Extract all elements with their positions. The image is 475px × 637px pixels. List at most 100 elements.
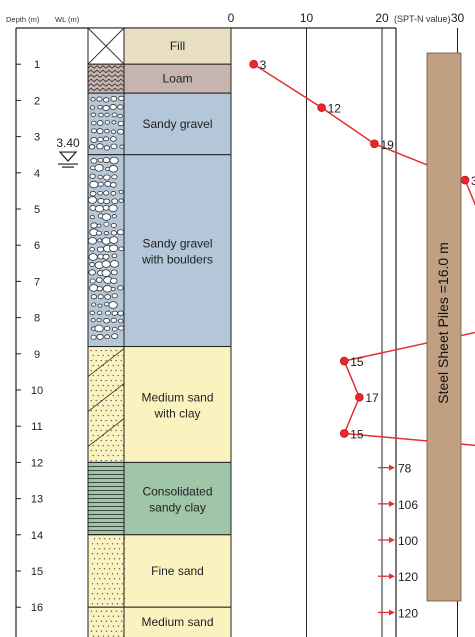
pattern-pebble: [111, 174, 118, 180]
pattern-dot: [121, 593, 124, 595]
pattern-dot: [112, 454, 114, 457]
pattern-pebble: [89, 173, 96, 179]
pattern-dot: [97, 414, 99, 417]
pattern-pebble: [97, 174, 103, 180]
pattern-dot: [102, 625, 105, 627]
pattern-pebble: [91, 302, 97, 307]
pattern-pebble: [103, 317, 110, 324]
pattern-pebble: [110, 129, 117, 134]
depth-tick-label: 10: [31, 385, 43, 397]
pattern-pebble: [103, 174, 111, 181]
pattern-dot: [97, 394, 99, 397]
pattern-dot: [95, 409, 97, 412]
pattern-dot: [102, 394, 104, 397]
spt-point: [460, 175, 470, 185]
pattern-dot: [98, 568, 101, 570]
pattern-dot: [92, 625, 95, 627]
pattern-dot: [116, 543, 119, 545]
pattern-dot: [121, 573, 124, 575]
pattern-dot: [96, 583, 99, 585]
pattern-pebble: [105, 310, 111, 316]
pattern-dot: [97, 374, 99, 377]
pattern-pebble: [109, 260, 120, 268]
pattern-pebble: [110, 136, 117, 142]
over-range-arrow-icon: [389, 500, 395, 507]
pattern-dot: [97, 354, 99, 357]
pattern-dot: [90, 610, 93, 612]
pattern-dot: [105, 429, 107, 432]
pattern-pebble: [97, 190, 103, 196]
pattern-dot: [90, 429, 92, 432]
pattern-dot: [95, 359, 97, 362]
pattern-dot: [112, 354, 114, 357]
pattern-dot: [112, 424, 114, 427]
pattern-dot: [97, 384, 99, 387]
pattern-dot: [105, 459, 107, 462]
pattern-dot: [101, 583, 104, 585]
pattern-clay-line: [87, 383, 125, 412]
spt-point: [370, 139, 379, 149]
pattern-dot: [107, 444, 109, 447]
pattern-pebble: [116, 229, 125, 236]
pattern-dot: [105, 419, 107, 422]
pattern-dot: [120, 449, 122, 452]
pattern-pebble: [118, 246, 125, 252]
pattern-pebble: [96, 96, 103, 102]
pattern-dot: [120, 369, 122, 372]
over-range-label: 106: [398, 498, 418, 512]
pattern-pebble: [104, 181, 112, 187]
pattern-pebble: [101, 213, 111, 221]
pattern-pebble: [108, 244, 119, 253]
pattern-pebble: [88, 269, 96, 276]
pattern-pebble: [108, 165, 118, 173]
pattern-dot: [100, 389, 102, 392]
pattern-dot: [107, 414, 109, 417]
pattern-cross-line: [87, 27, 125, 65]
depth-tick-label: 2: [34, 95, 40, 107]
over-range-label: 120: [398, 606, 418, 620]
pattern-zigzag: [87, 78, 125, 83]
pattern-dot: [100, 449, 102, 452]
pattern-dot: [108, 558, 111, 560]
pattern-dot: [96, 543, 99, 545]
pattern-dot: [93, 578, 96, 580]
pattern-dot: [110, 369, 112, 372]
pattern-dot: [117, 354, 119, 357]
pattern-pebble: [102, 105, 110, 112]
pattern-dot: [100, 409, 102, 412]
pattern-dot: [101, 543, 104, 545]
pattern-dot: [105, 399, 107, 402]
pattern-pebble: [110, 191, 117, 196]
pattern-dot: [92, 374, 94, 377]
pattern-dot: [102, 414, 104, 417]
pattern-dot: [100, 630, 103, 632]
pattern-dot: [113, 558, 116, 560]
pattern-pebble: [90, 334, 97, 340]
pattern-pebble: [97, 310, 103, 315]
over-range-arrow-icon: [389, 464, 395, 471]
water-level-label: 3.40: [56, 136, 80, 150]
over-range-arrow-icon: [389, 537, 395, 544]
pattern-dot: [107, 625, 110, 627]
spt-point: [339, 356, 349, 366]
pattern-pebble: [101, 269, 111, 277]
pattern-pebble: [101, 237, 111, 245]
pattern-dot: [96, 553, 99, 555]
pattern-dot: [118, 578, 121, 580]
pattern-pebble: [117, 285, 124, 291]
pattern-dot: [115, 449, 117, 452]
pattern-dot: [120, 389, 122, 392]
pattern-dot: [103, 568, 106, 570]
pattern-pebble: [110, 269, 118, 276]
pattern-dot: [106, 573, 109, 575]
wl-column-header: WL (m): [55, 15, 80, 24]
pattern-dot: [92, 384, 94, 387]
pattern-pebble: [94, 204, 105, 213]
layer-name: Medium sand: [141, 390, 213, 404]
pattern-pebble: [102, 253, 110, 260]
depth-tick-label: 3: [34, 132, 40, 144]
pattern-dot: [116, 603, 119, 605]
pattern-dot: [111, 573, 114, 575]
pattern-dot: [113, 538, 116, 540]
